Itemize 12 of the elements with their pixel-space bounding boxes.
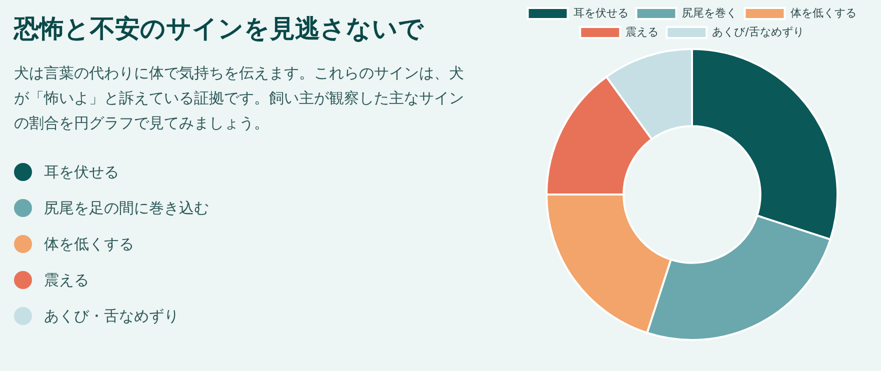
legend-label: あくび/舌なめずり <box>712 25 804 38</box>
text: 耳を伏せる <box>44 162 119 182</box>
legend-label: 体を低くする <box>790 6 856 20</box>
text: 尻尾を足の間に巻き込む <box>44 198 209 218</box>
text: 震える <box>44 270 89 290</box>
legend-label: 尻尾を巻く <box>682 6 737 20</box>
legend-label: 耳を伏せる <box>573 6 628 20</box>
text: 犬は言葉の代わりに体で気持ちを伝えます。これらのサインは、犬が「怖いよ」と訴えている証拠です。飼い主が観察した主なサインの割合を円グラフで見てみましょう。 <box>14 63 465 134</box>
text: あくび・舌なめずり <box>44 306 179 326</box>
text: 体を低くする <box>44 234 134 254</box>
text: 恐怖と不安のサインを見逃さないで <box>14 13 425 45</box>
legend-label: 震える <box>626 25 659 38</box>
